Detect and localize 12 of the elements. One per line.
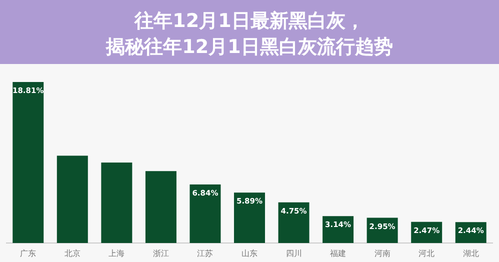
x-tick-label: 上海: [108, 249, 125, 258]
x-tick-label: 广东: [20, 249, 36, 258]
x-tick-label: 江苏: [197, 249, 214, 258]
x-tick-label: 河南: [374, 249, 390, 258]
x-tick-label: 福建: [330, 249, 346, 258]
x-tick-label: 山东: [242, 249, 258, 258]
x-tick-label: 河北: [418, 249, 435, 258]
x-tick-label: 北京: [64, 249, 80, 258]
x-tick-label: 浙江: [152, 249, 169, 258]
chart-title: 往年12月1日最新黑白灰，揭秘往年12月1日黑白灰流行趋势: [105, 10, 393, 58]
x-tick-label: 四川: [286, 249, 302, 258]
x-tick-label: 湖北: [462, 249, 479, 258]
